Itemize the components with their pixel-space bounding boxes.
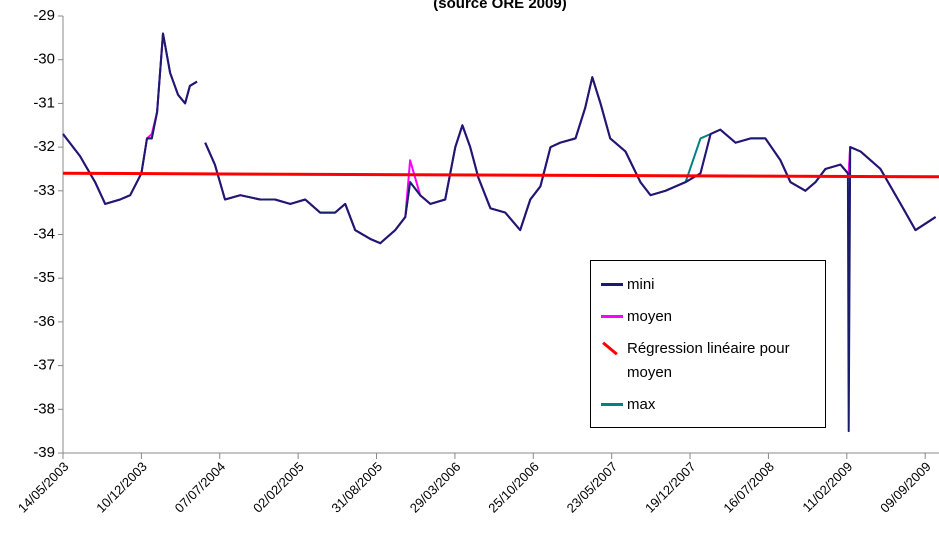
y-tick-label: -32 bbox=[33, 138, 55, 155]
y-tick-label: -36 bbox=[33, 313, 55, 330]
x-tick-label: 02/02/2005 bbox=[250, 459, 307, 516]
legend-swatch bbox=[601, 315, 623, 318]
legend-label: mini bbox=[627, 276, 655, 293]
legend-entry: mini bbox=[601, 273, 825, 297]
y-tick-label: -34 bbox=[33, 225, 55, 242]
legend-entry: moyen bbox=[601, 305, 825, 329]
legend-entry: max bbox=[601, 393, 825, 417]
y-tick-label: -35 bbox=[33, 269, 55, 286]
x-tick-label: 23/05/2007 bbox=[564, 459, 621, 516]
legend: mini moyen Régression linéaire pour moyen m… bbox=[590, 260, 826, 428]
series-line bbox=[62, 171, 939, 179]
x-tick-label: 09/09/2009 bbox=[877, 459, 934, 516]
x-tick-label: 11/02/2009 bbox=[799, 459, 855, 515]
y-tick-label: -33 bbox=[33, 182, 55, 199]
y-tick-label: -37 bbox=[33, 357, 55, 374]
x-tick-label: 19/12/2007 bbox=[642, 459, 699, 516]
legend-label: max bbox=[627, 396, 656, 413]
y-tick-label: -38 bbox=[33, 400, 55, 417]
legend-swatch bbox=[601, 403, 623, 406]
legend-swatch bbox=[602, 341, 618, 356]
x-tick-label: 07/07/2004 bbox=[172, 459, 229, 516]
x-tick-label: 14/05/2003 bbox=[15, 459, 72, 516]
legend-label: Régression linéaire pour moyen bbox=[627, 340, 790, 381]
y-tick-label: -29 bbox=[33, 7, 55, 24]
x-tick-label: 29/03/2006 bbox=[407, 459, 464, 516]
x-tick-label: 10/12/2003 bbox=[93, 459, 150, 516]
x-tick-label: 16/07/2008 bbox=[720, 459, 777, 516]
x-tick-label: 25/10/2006 bbox=[485, 459, 542, 516]
legend-entry: Régression linéaire pour moyen bbox=[601, 337, 825, 385]
series-line bbox=[62, 32, 937, 433]
y-tick-label: -30 bbox=[33, 51, 55, 68]
y-tick-label: -31 bbox=[33, 94, 55, 111]
chart-title: (source ORE 2009) bbox=[433, 0, 566, 12]
legend-swatch bbox=[601, 283, 623, 286]
y-tick-label: -39 bbox=[33, 444, 55, 461]
legend-label: moyen bbox=[627, 308, 673, 325]
x-tick-label: 31/08/2005 bbox=[328, 459, 385, 516]
